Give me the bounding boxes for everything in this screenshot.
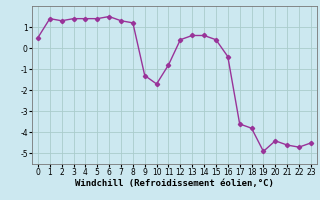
X-axis label: Windchill (Refroidissement éolien,°C): Windchill (Refroidissement éolien,°C): [75, 179, 274, 188]
